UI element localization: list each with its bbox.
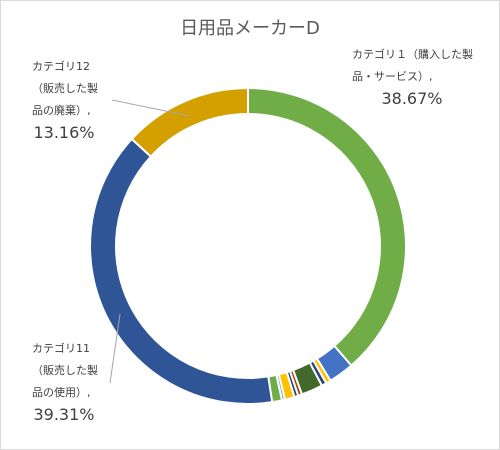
- slice-label-line: カテゴリ11: [32, 341, 90, 355]
- donut-slice-1: [247, 86, 407, 367]
- leader-line-12: [111, 99, 191, 117]
- slice-label-line: カテゴリ１（購入した製: [352, 47, 473, 61]
- slice-label-line: 品・サービス）,: [352, 70, 433, 83]
- donut-slice-11: [89, 137, 274, 405]
- donut-slice-12: [130, 86, 249, 158]
- slice-label-line: 品の廃棄）,: [32, 103, 91, 117]
- donut-slices: [89, 86, 407, 405]
- chart-title: 日用品メーカーD: [180, 18, 320, 39]
- slice-label-line: （販売した製: [32, 81, 98, 95]
- slice-label-line: （販売した製: [32, 363, 98, 377]
- slice-percent-label: 13.16%: [33, 123, 94, 142]
- slice-label-line: カテゴリ12: [32, 59, 90, 73]
- slice-percent-label: 39.31%: [33, 405, 94, 424]
- slice-percent-label: 38.67%: [381, 89, 442, 108]
- leader-lines: [109, 99, 191, 384]
- slice-label-line: 品の使用）,: [32, 386, 91, 399]
- leader-line-11: [109, 313, 121, 384]
